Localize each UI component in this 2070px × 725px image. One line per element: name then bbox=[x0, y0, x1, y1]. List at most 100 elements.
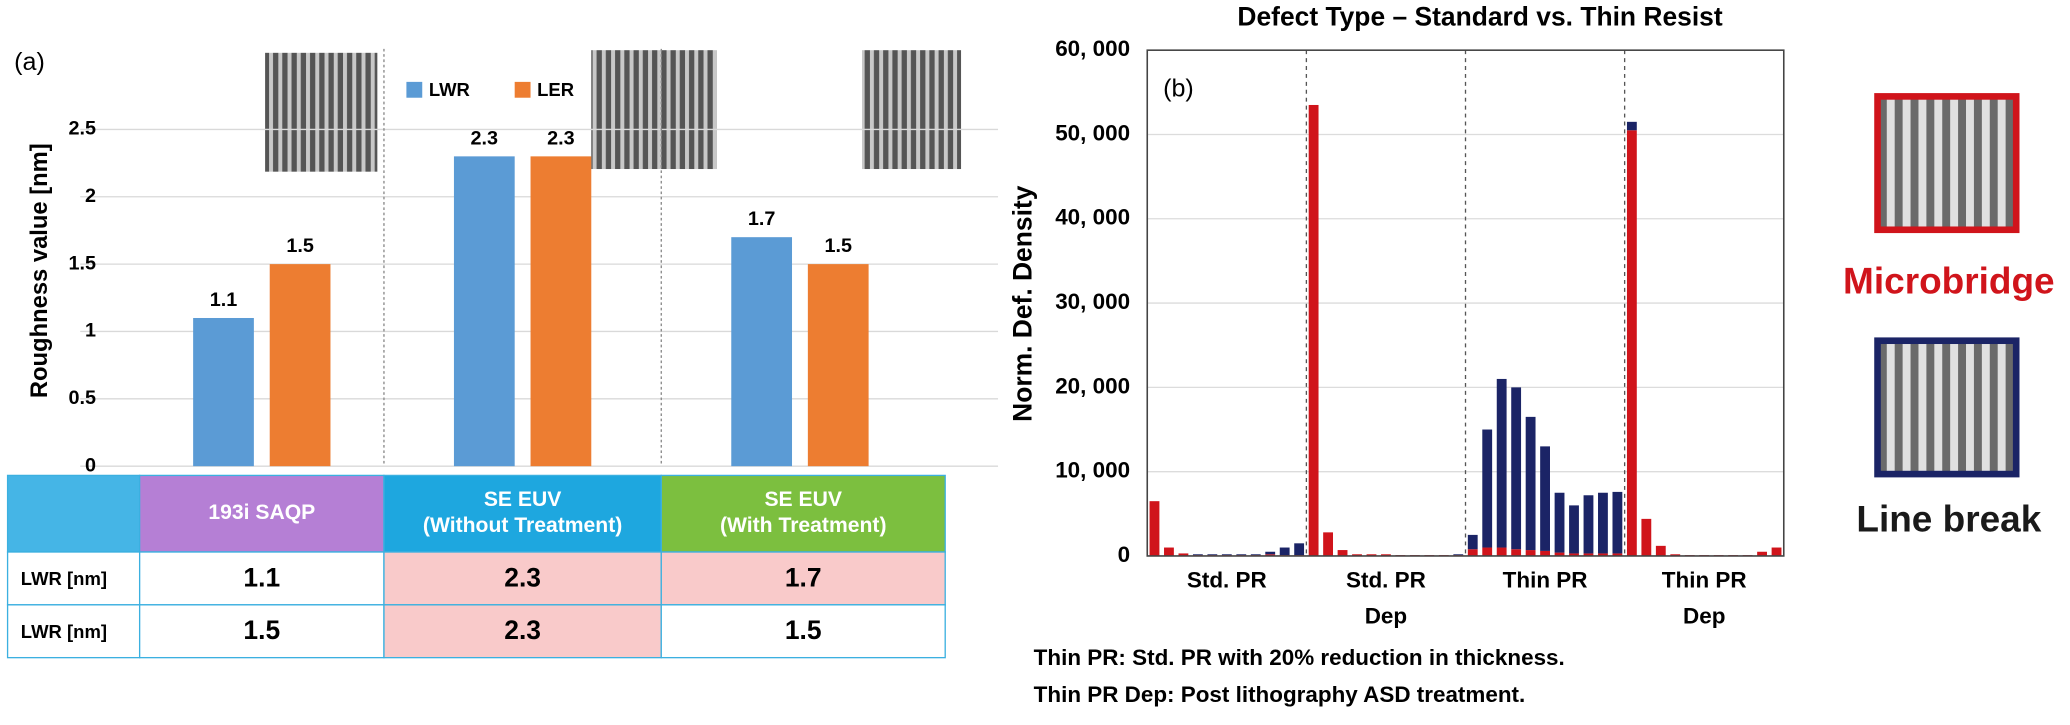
group-label: Std. PR Dep bbox=[1346, 567, 1426, 629]
bar-segment bbox=[1598, 553, 1608, 556]
y-tick-label: 1 bbox=[85, 320, 96, 342]
table-cell: 1.1 bbox=[243, 563, 281, 593]
legend-label: LER bbox=[537, 79, 574, 100]
y-tick-label: 1.5 bbox=[69, 252, 97, 274]
table-row-label-box: LWR [nm] bbox=[20, 567, 108, 589]
bar-segment bbox=[1482, 547, 1493, 556]
data-label: 2.3 bbox=[471, 127, 499, 149]
bar bbox=[731, 237, 793, 467]
table-cell-box: 1.1 bbox=[243, 563, 281, 593]
group-label-box: Thin PR bbox=[1502, 567, 1588, 593]
microbridge-image bbox=[1874, 93, 2020, 234]
table-cell-box: 1.5 bbox=[243, 616, 281, 646]
bar-segment bbox=[1511, 387, 1522, 550]
bar-segment bbox=[1192, 554, 1203, 556]
bar-segment bbox=[1149, 501, 1160, 556]
footnote: Thin PR: Std. PR with 20% reduction in t… bbox=[1034, 645, 1565, 670]
y-tick-label: 0 bbox=[1118, 542, 1130, 567]
data-label: 2.3 bbox=[547, 127, 575, 149]
y-tick-label: 10, 000 bbox=[1055, 458, 1130, 483]
bar-segment bbox=[1554, 492, 1565, 553]
table-row-label-box: LWR [nm] bbox=[21, 621, 107, 642]
y-axis-label: Norm. Def. Density bbox=[1007, 185, 1037, 422]
plot-frame bbox=[1146, 49, 1785, 557]
table-row-label: LWR [nm] bbox=[20, 567, 108, 589]
table-cell-cell bbox=[383, 604, 662, 659]
table-cell: 1.5 bbox=[784, 616, 822, 646]
legend-label: LWR bbox=[429, 79, 470, 100]
y-tick-label: 0 bbox=[85, 454, 96, 476]
data-label: 1.5 bbox=[286, 235, 314, 257]
legend-label: Microbridge bbox=[1843, 261, 2055, 302]
table-cell-cell bbox=[383, 551, 662, 606]
table-cell: 2.3 bbox=[504, 616, 541, 646]
chart-title: Defect Type – Standard vs. Thin Resist bbox=[1237, 1, 1722, 31]
bar-segment bbox=[1366, 554, 1377, 556]
bar-segment bbox=[1265, 551, 1276, 555]
table-cell: 1.5 bbox=[243, 616, 281, 646]
bar-segment bbox=[1540, 446, 1550, 551]
sem-image bbox=[591, 50, 717, 170]
bar bbox=[807, 264, 869, 467]
bar-segment bbox=[1236, 554, 1247, 556]
bar-segment bbox=[1381, 554, 1391, 556]
bar-segment bbox=[1482, 429, 1493, 548]
bar-segment bbox=[1569, 553, 1579, 556]
table-header-cell bbox=[383, 474, 662, 553]
bar-segment bbox=[1467, 549, 1478, 556]
bar-segment bbox=[1670, 554, 1681, 556]
bar-segment bbox=[1352, 554, 1362, 556]
bar-segment bbox=[1757, 551, 1767, 556]
bar-segment bbox=[1467, 534, 1478, 550]
data-label: 1.1 bbox=[210, 289, 238, 311]
bar-segment bbox=[1598, 492, 1608, 554]
y-tick-label: 60, 000 bbox=[1055, 36, 1130, 61]
y-tick-label: 40, 000 bbox=[1055, 205, 1130, 230]
bar-segment bbox=[1511, 549, 1522, 556]
bar-segment bbox=[1626, 130, 1637, 556]
line-break-image bbox=[1874, 337, 2020, 478]
sem-image bbox=[265, 52, 378, 172]
group-label-box: Thin PR Dep bbox=[1662, 568, 1747, 629]
bar-segment bbox=[1641, 518, 1652, 556]
bar-segment bbox=[1337, 550, 1348, 556]
group-label: Thin PR bbox=[1502, 567, 1588, 593]
y-tick-label: 2.5 bbox=[69, 118, 97, 140]
data-label: 1.7 bbox=[748, 208, 776, 230]
bar-segment bbox=[1453, 554, 1464, 556]
bar-segment bbox=[1583, 553, 1594, 556]
table-header-cell bbox=[660, 474, 946, 553]
bar-segment bbox=[1250, 554, 1261, 556]
y-tick-label: 50, 000 bbox=[1055, 120, 1130, 145]
bar-segment bbox=[1279, 547, 1290, 556]
bar bbox=[453, 156, 515, 467]
panel-label: (a) bbox=[14, 48, 45, 76]
table-cell-cell bbox=[660, 604, 946, 659]
bar-segment bbox=[1496, 547, 1507, 556]
table-cell-cell bbox=[660, 551, 946, 606]
table-cell: 2.3 bbox=[504, 563, 541, 593]
y-tick-label: 2 bbox=[85, 185, 96, 207]
bar-segment bbox=[1525, 416, 1536, 551]
bar-segment bbox=[1525, 550, 1536, 556]
table-header: SE EUV (With Treatment) bbox=[719, 488, 887, 538]
bar-segment bbox=[1164, 547, 1174, 556]
bar-segment bbox=[1583, 495, 1594, 554]
y-axis-label: Roughness value [nm] bbox=[26, 143, 53, 398]
bar-segment bbox=[1540, 550, 1550, 556]
legend-swatch bbox=[406, 81, 423, 98]
bar bbox=[530, 156, 592, 467]
bar-segment bbox=[1308, 104, 1319, 556]
table-header: SE EUV (Without Treatment) bbox=[422, 488, 623, 538]
table-cell-box: 2.3 bbox=[504, 563, 541, 593]
data-label: 1.5 bbox=[824, 235, 852, 257]
bar-segment bbox=[1554, 552, 1565, 556]
table-header-box: SE EUV (With Treatment) bbox=[719, 488, 887, 538]
legend-swatch bbox=[514, 81, 531, 98]
bar-segment bbox=[1265, 554, 1276, 556]
sem-image bbox=[862, 50, 962, 170]
bar-segment bbox=[1612, 553, 1623, 556]
group-label: Std. PR bbox=[1186, 567, 1267, 593]
